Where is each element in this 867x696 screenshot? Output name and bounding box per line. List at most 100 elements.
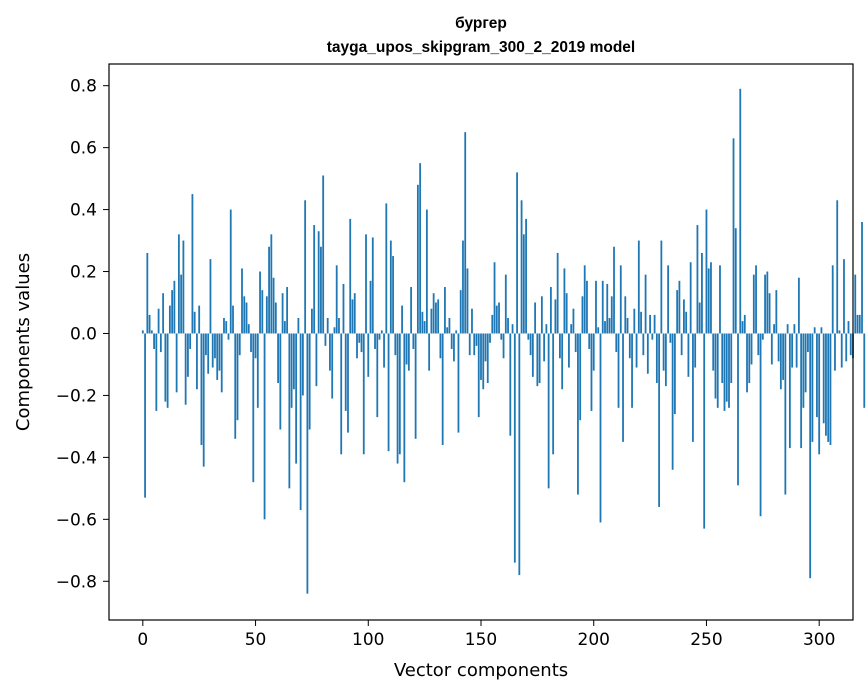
bar bbox=[504, 274, 507, 334]
plot-frame bbox=[108, 63, 854, 621]
bar bbox=[556, 252, 559, 334]
bar bbox=[624, 296, 627, 334]
bar bbox=[159, 333, 162, 353]
bar bbox=[272, 277, 275, 334]
bar bbox=[604, 321, 606, 334]
bar bbox=[813, 327, 816, 334]
bar bbox=[685, 311, 688, 334]
bar bbox=[214, 333, 216, 359]
bar bbox=[223, 317, 225, 334]
bar bbox=[234, 333, 237, 439]
bar bbox=[712, 333, 715, 371]
bar bbox=[779, 333, 782, 390]
bar bbox=[651, 333, 654, 340]
bar bbox=[383, 333, 385, 368]
bar bbox=[845, 333, 848, 362]
bar bbox=[173, 280, 176, 334]
bar bbox=[577, 333, 579, 495]
bar bbox=[507, 317, 509, 334]
bar bbox=[157, 308, 160, 334]
bar bbox=[365, 234, 367, 334]
bar bbox=[349, 218, 352, 334]
bar bbox=[818, 333, 821, 455]
bar bbox=[202, 333, 205, 467]
bar bbox=[315, 333, 318, 387]
bar bbox=[574, 333, 577, 353]
bar bbox=[286, 287, 289, 334]
bar bbox=[520, 200, 523, 334]
bar bbox=[516, 172, 518, 334]
bar bbox=[590, 333, 593, 411]
bar bbox=[646, 333, 649, 374]
bar bbox=[356, 333, 358, 359]
bar bbox=[849, 333, 852, 356]
bar bbox=[671, 333, 674, 470]
bar bbox=[410, 287, 413, 334]
bar bbox=[477, 333, 480, 418]
bar bbox=[664, 333, 667, 387]
bar bbox=[545, 324, 548, 334]
bar-series bbox=[141, 88, 866, 594]
x-tick-label: 100 bbox=[352, 630, 384, 650]
bar bbox=[606, 283, 609, 334]
bar bbox=[232, 305, 234, 334]
bar bbox=[692, 333, 694, 442]
bar bbox=[317, 231, 320, 334]
bar bbox=[511, 324, 514, 334]
bar bbox=[786, 324, 789, 334]
bar bbox=[444, 287, 446, 334]
bar bbox=[655, 333, 658, 384]
bar bbox=[502, 333, 505, 359]
bar bbox=[662, 333, 665, 371]
bar bbox=[301, 333, 304, 396]
bar bbox=[586, 280, 588, 334]
bar bbox=[437, 299, 440, 334]
bar bbox=[455, 330, 458, 334]
bar bbox=[193, 311, 196, 334]
bar bbox=[380, 330, 383, 334]
bar bbox=[601, 280, 604, 334]
bar bbox=[403, 333, 406, 483]
bar bbox=[450, 333, 453, 349]
x-axis-ticks: 0 50 100 150 200 250 300 bbox=[137, 620, 835, 650]
bar bbox=[198, 305, 201, 334]
bar bbox=[238, 333, 241, 356]
bar bbox=[150, 330, 153, 334]
bar bbox=[784, 333, 787, 495]
bar bbox=[768, 293, 771, 334]
bar bbox=[847, 321, 850, 334]
bar bbox=[304, 200, 307, 334]
bar bbox=[322, 175, 325, 334]
bar bbox=[549, 287, 552, 334]
bar bbox=[335, 265, 338, 334]
bar bbox=[308, 333, 311, 430]
bar bbox=[678, 280, 681, 334]
bar bbox=[613, 246, 615, 334]
bar bbox=[795, 333, 798, 368]
bar bbox=[737, 333, 739, 486]
bar bbox=[721, 333, 724, 384]
bar bbox=[484, 333, 487, 362]
bar bbox=[311, 308, 313, 334]
bar bbox=[595, 280, 597, 334]
bar bbox=[554, 299, 557, 334]
bar bbox=[439, 333, 442, 359]
bar bbox=[495, 305, 498, 334]
bar bbox=[770, 333, 773, 365]
bar bbox=[730, 333, 733, 384]
bar bbox=[701, 252, 703, 334]
bar bbox=[626, 317, 629, 334]
bar bbox=[694, 333, 697, 368]
bar bbox=[498, 302, 500, 334]
bar bbox=[338, 317, 340, 334]
bar bbox=[175, 333, 178, 393]
bar bbox=[797, 277, 800, 334]
bar bbox=[295, 333, 298, 464]
bar bbox=[820, 327, 823, 334]
bar bbox=[642, 333, 645, 356]
bar bbox=[617, 333, 620, 408]
bar bbox=[229, 209, 232, 334]
y-tick-label: 0.8 bbox=[70, 77, 97, 97]
bar bbox=[141, 330, 144, 334]
bar bbox=[466, 268, 469, 334]
